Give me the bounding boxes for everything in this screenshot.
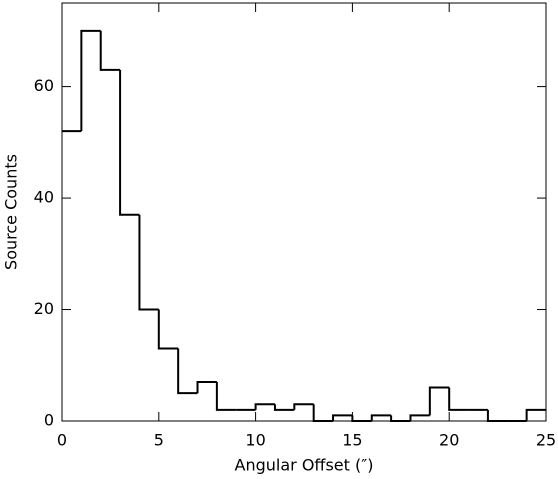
histogram-step [138,214,159,311]
x-tick-label: 20 [439,431,459,450]
histogram-step [254,403,275,410]
histogram-step [293,403,314,410]
y-tick-label: 40 [34,188,54,207]
histogram-step [332,414,353,421]
histogram-step [370,414,392,421]
histogram-step [448,387,469,411]
x-tick-label: 10 [245,431,265,450]
histogram-step [157,309,179,350]
histogram-step [409,414,430,421]
y-tick-label: 20 [34,299,54,318]
histogram-step [177,348,198,395]
plot-frame [61,2,547,422]
histogram-step [273,404,295,411]
x-tick-label: 15 [342,431,362,450]
y-axis-title: Source Counts [2,154,21,270]
histogram-step [486,409,508,422]
y-tick-label: 0 [44,411,54,430]
y-tick-label: 60 [34,76,54,95]
histogram-step [312,404,334,422]
histogram-step [390,415,411,422]
histogram-step [196,380,217,394]
x-tick-label: 5 [154,431,164,450]
x-tick-label: 0 [57,431,67,450]
histogram-step [428,386,450,416]
x-tick-label: 25 [536,431,556,450]
histogram-step [215,381,237,411]
histogram-step [80,29,101,132]
histogram-step [351,415,372,422]
histogram-step [525,408,546,421]
histogram-step [119,69,140,216]
x-axis-title: Angular Offset (″) [235,456,374,475]
histogram-step [99,30,121,71]
